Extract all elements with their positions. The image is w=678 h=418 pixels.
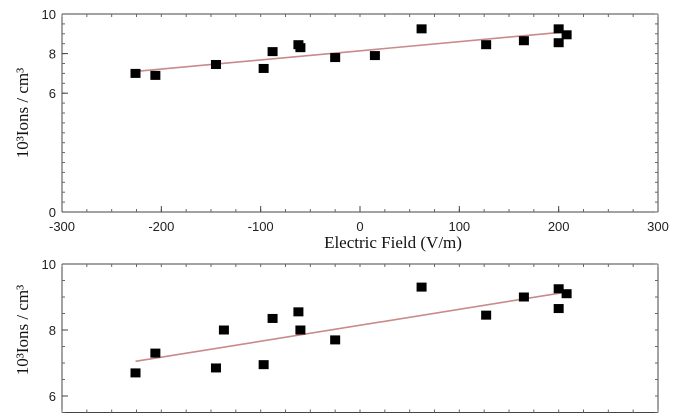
y-tick-label: 8 bbox=[49, 47, 56, 62]
y-tick-label: 6 bbox=[49, 389, 56, 404]
data-point bbox=[553, 284, 564, 294]
x-tick-label: 100 bbox=[448, 219, 470, 234]
x-tick-label: -300 bbox=[49, 219, 75, 234]
data-point bbox=[267, 313, 278, 323]
x-tick-label: -200 bbox=[148, 219, 174, 234]
y-tick-label: 0 bbox=[49, 205, 56, 220]
data-point bbox=[518, 292, 529, 302]
data-point bbox=[258, 360, 269, 370]
x-tick-label: 200 bbox=[548, 219, 570, 234]
data-point bbox=[561, 289, 572, 299]
x-axis-title: Electric Field (V/m) bbox=[324, 233, 462, 252]
data-point bbox=[293, 307, 304, 317]
data-point bbox=[150, 348, 161, 358]
data-point bbox=[210, 363, 221, 373]
data-point bbox=[295, 325, 306, 335]
data-point bbox=[267, 47, 278, 57]
data-point bbox=[416, 24, 427, 34]
y-tick-label: 6 bbox=[49, 86, 56, 101]
data-point bbox=[258, 63, 269, 73]
data-point bbox=[553, 38, 564, 48]
x-tick-label: 0 bbox=[356, 219, 363, 234]
data-point bbox=[416, 282, 427, 292]
data-point bbox=[481, 310, 492, 320]
regression-line bbox=[135, 31, 567, 73]
chart-bottom: 6 8 10 10³Ions / cm³ bbox=[13, 257, 659, 413]
regression-line bbox=[135, 291, 567, 363]
data-point bbox=[210, 59, 221, 69]
data-point bbox=[553, 304, 564, 314]
data-point bbox=[130, 68, 141, 78]
chart-top: -300 -200 -100 0 100 200 300 0 6 8 10 Electric Fiel… bbox=[13, 7, 669, 252]
data-point bbox=[130, 368, 141, 378]
y-tick-label: 8 bbox=[49, 323, 56, 338]
data-point bbox=[553, 24, 564, 34]
y-axis-title: 10³Ions / cm³ bbox=[13, 285, 32, 375]
data-point bbox=[218, 325, 229, 335]
y-axis-title: 10³Ions / cm³ bbox=[13, 68, 32, 158]
data-point bbox=[518, 36, 529, 46]
data-point bbox=[481, 40, 492, 50]
x-tick-label: 300 bbox=[647, 219, 669, 234]
x-tick-label: -100 bbox=[248, 219, 274, 234]
y-tick-label: 10 bbox=[42, 7, 56, 22]
data-point bbox=[330, 335, 341, 345]
data-point bbox=[561, 30, 572, 40]
data-point bbox=[330, 53, 341, 63]
y-tick-label: 10 bbox=[42, 257, 56, 272]
data-point bbox=[150, 70, 161, 80]
data-point bbox=[369, 51, 380, 61]
data-point bbox=[295, 43, 306, 53]
